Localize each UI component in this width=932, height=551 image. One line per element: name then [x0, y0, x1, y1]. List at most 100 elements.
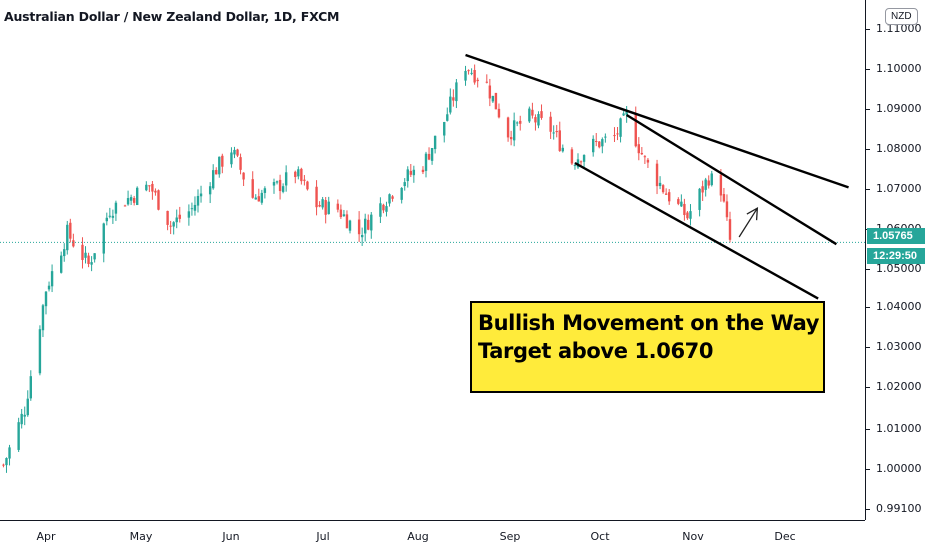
candle-up	[385, 206, 388, 212]
price-tick: 1.04000	[866, 300, 922, 313]
candle-up	[172, 222, 175, 227]
candle-up	[17, 422, 20, 450]
candle-up	[102, 223, 105, 254]
candle-up	[136, 187, 139, 206]
candle-down	[725, 201, 729, 218]
candle-down	[634, 113, 637, 147]
candle-down	[409, 170, 412, 175]
candle-up	[297, 169, 300, 177]
price-chart[interactable]	[0, 0, 866, 520]
candle-down	[506, 117, 510, 138]
up-arrow[interactable]	[738, 207, 759, 238]
last-price-label: 1.05765	[867, 228, 925, 244]
candle-up	[406, 169, 409, 182]
candle-down	[640, 152, 644, 155]
candle-up	[254, 197, 257, 200]
candle-up	[111, 215, 115, 218]
candle-down	[555, 130, 558, 133]
candle-down	[646, 159, 650, 163]
candle-up	[66, 224, 69, 251]
candle-up	[582, 154, 586, 162]
time-tick: May	[129, 530, 153, 543]
candle-up	[430, 147, 434, 161]
candle-up	[464, 70, 467, 81]
candle-down	[549, 116, 552, 132]
trendline[interactable]	[626, 113, 838, 246]
candle-up	[63, 249, 66, 257]
candle-down	[668, 192, 671, 202]
annotation-line-2: Target above 1.0670	[478, 339, 714, 363]
candle-up	[5, 458, 8, 466]
candle-up	[680, 201, 683, 207]
candle-down	[303, 179, 306, 181]
candle-up	[199, 193, 203, 197]
candle-up	[212, 170, 215, 189]
candle-up	[275, 181, 279, 183]
candle-down	[452, 97, 455, 101]
candle-up	[20, 413, 23, 425]
candle-down	[315, 186, 318, 208]
candle-down	[154, 190, 157, 193]
time-tick: Jul	[316, 530, 330, 543]
candle-up	[50, 271, 54, 287]
candle-down	[324, 200, 327, 215]
candle-down	[467, 70, 470, 72]
candle-up	[601, 139, 604, 147]
time-tick: Jun	[222, 530, 240, 543]
candle-down	[488, 85, 492, 99]
candle-up	[233, 149, 236, 155]
candle-up	[552, 132, 555, 134]
candle-up	[512, 120, 516, 141]
candle-up	[470, 72, 473, 74]
candle-up	[41, 305, 45, 331]
candle-down	[157, 190, 160, 210]
time-tick: Apr	[36, 530, 56, 543]
candle-down	[421, 169, 425, 173]
candle-up	[625, 111, 628, 115]
candle-down	[701, 186, 704, 193]
candle-up	[689, 211, 692, 219]
candle-down	[215, 169, 218, 175]
candle-up	[327, 201, 330, 215]
time-axis[interactable]: Apr May Jun Jul Aug Sep Oct Nov Dec	[0, 520, 865, 551]
candle-up	[272, 182, 276, 186]
candle-down	[661, 185, 665, 193]
time-tick: Oct	[590, 530, 610, 543]
candle-up	[230, 152, 233, 165]
candle-countdown: 12:29:50	[867, 248, 925, 264]
price-tick: 1.03000	[866, 340, 922, 353]
price-tick: 1.09000	[866, 102, 922, 115]
candle-up	[93, 253, 96, 260]
candle-down	[722, 194, 726, 202]
trendline[interactable]	[574, 161, 819, 300]
candle-down	[339, 209, 343, 218]
candle-up	[263, 188, 267, 193]
candle-up	[26, 398, 29, 416]
candle-up	[561, 147, 564, 152]
candle-up	[196, 195, 200, 206]
candle-down	[345, 214, 349, 229]
candle-down	[707, 180, 710, 186]
candle-up	[342, 214, 346, 217]
candle-up	[321, 199, 324, 208]
candle-up	[698, 188, 701, 210]
candle-up	[658, 182, 662, 187]
candle-up	[573, 165, 577, 167]
candle-up	[424, 153, 428, 171]
candle-down	[570, 149, 574, 164]
candle-up	[29, 376, 32, 399]
candle-down	[123, 205, 127, 207]
candle-down	[294, 171, 297, 178]
annotation-callout: Bullish Movement on the Way Target above…	[470, 301, 825, 393]
candle-up	[619, 118, 622, 137]
candle-up	[412, 169, 416, 176]
candle-down	[534, 117, 537, 123]
trendline[interactable]	[465, 53, 849, 189]
currency-badge[interactable]: NZD	[885, 8, 918, 25]
candle-down	[540, 111, 543, 118]
candle-up	[348, 220, 352, 231]
candle-down	[473, 70, 476, 83]
candle-down	[236, 149, 239, 156]
candle-up	[360, 234, 364, 238]
